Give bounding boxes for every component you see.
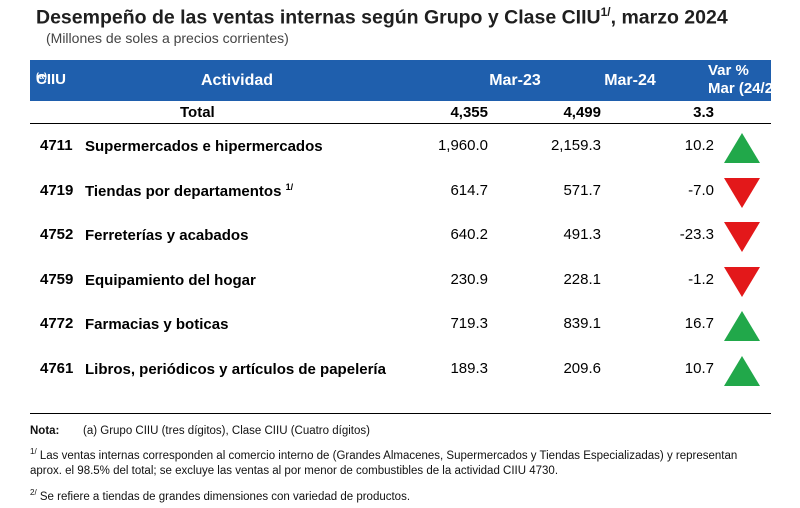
triangle-up-icon xyxy=(724,311,760,342)
value-var: -7.0 xyxy=(688,181,714,199)
value-mar23: 230.9 xyxy=(450,270,488,288)
table-bottom-border xyxy=(30,413,771,414)
notes: Nota: (a) Grupo CIIU (tres dígitos), Clas… xyxy=(30,424,737,505)
activity-name: Supermercados e hipermercados xyxy=(85,138,323,155)
note-1: 1/ Las ventas internas corresponden al c… xyxy=(30,447,738,462)
total-row: Total 4,355 4,499 3.3 xyxy=(30,101,771,124)
value-var: -1.2 xyxy=(688,270,714,288)
ciiu-code: 4711 xyxy=(40,137,73,154)
value-var: 10.7 xyxy=(684,360,714,377)
table-row: 4772 Farmacias y boticas 719.3 839.1 16.7 xyxy=(30,303,771,347)
page-subtitle: (Millones de soles a precios corrientes) xyxy=(46,30,289,46)
header-actividad: Actividad xyxy=(201,72,274,89)
header-mar23: Mar-23 xyxy=(489,72,541,89)
value-mar23: 189.3 xyxy=(450,360,488,377)
total-label: Total xyxy=(180,104,215,121)
value-var: -23.3 xyxy=(679,226,714,244)
table-row: 4761 Libros, periódicos y artículos de pa… xyxy=(30,348,771,392)
activity-name: Ferreterías y acabados xyxy=(85,227,249,245)
value-mar24: 2,159.3 xyxy=(550,137,601,154)
note-2: 2/ Se refiere a tiendas de grandes dimen… xyxy=(30,487,411,503)
value-var: 10.2 xyxy=(684,137,714,154)
page-title: Desempeño de las ventas internas según G… xyxy=(36,5,728,29)
value-mar23: 1,960.0 xyxy=(437,137,488,154)
table-row: 4719 Tiendas por departamentos 1/614.7 571… xyxy=(30,170,771,214)
ciiu-code: 4759 xyxy=(40,270,74,288)
value-var: 16.7 xyxy=(684,315,714,333)
ciiu-code: 4752 xyxy=(40,226,74,244)
value-mar24: 209.6 xyxy=(563,360,601,377)
value-mar24: 228.1 xyxy=(563,270,601,288)
activity-name: Farmacias y boticas xyxy=(85,316,229,334)
value-mar24: 839.1 xyxy=(563,315,601,333)
triangle-up-icon xyxy=(724,133,760,163)
value-mar23: 719.3 xyxy=(450,315,488,333)
table-header: CIIU (a) Actividad Mar-23 Mar-24 Var % Ma… xyxy=(30,60,787,101)
activity-name: Libros, periódicos y artículos de papele… xyxy=(85,361,386,378)
triangle-down-icon xyxy=(724,222,760,253)
activity-name: Tiendas por departamentos 1/ xyxy=(85,181,294,200)
total-mar23: 4,355 xyxy=(450,104,488,121)
ciiu-code: 4761 xyxy=(40,360,74,377)
value-mar24: 571.7 xyxy=(563,181,601,199)
ciiu-code: 4719 xyxy=(40,181,74,199)
triangle-down-icon xyxy=(724,266,760,297)
table-row: 4759 Equipamiento del hogar 230.9 228.1 -1.2 xyxy=(30,259,771,303)
table-row: 4752 Ferreterías y acabados 640.2 491.3 -23.… xyxy=(30,214,771,258)
value-mar23: 640.2 xyxy=(450,226,488,244)
table-row: 4711 Supermercados e hipermercados 1,960.0… xyxy=(30,125,771,169)
header-var: Var % Mar (24/23) xyxy=(708,62,787,97)
note-a: Nota: (a) Grupo CIIU (tres dígitos), Clas… xyxy=(30,425,370,437)
header-ciiu: CIIU (a) xyxy=(36,71,66,88)
header-mar24: Mar-24 xyxy=(604,72,656,89)
triangle-up-icon xyxy=(724,356,760,386)
value-mar24: 491.3 xyxy=(563,226,601,244)
ciiu-code: 4772 xyxy=(40,315,74,333)
activity-name: Equipamiento del hogar xyxy=(85,271,256,289)
total-mar24: 4,499 xyxy=(563,104,601,121)
note-1-cont: aprox. el 98.5% del total; se excluye la… xyxy=(30,464,559,477)
total-var: 3.3 xyxy=(693,104,714,121)
value-mar23: 614.7 xyxy=(450,181,488,199)
triangle-down-icon xyxy=(724,177,760,208)
